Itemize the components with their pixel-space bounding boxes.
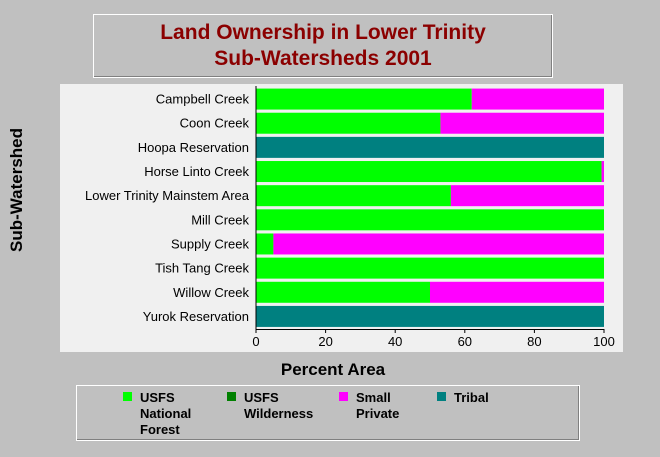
bar-segment bbox=[430, 281, 604, 303]
y-tick-label: Supply Creek bbox=[171, 236, 250, 251]
legend-swatch bbox=[123, 392, 132, 401]
bar-segment bbox=[256, 257, 604, 279]
x-tick-label: 20 bbox=[318, 334, 332, 349]
bar-segment bbox=[256, 185, 451, 207]
legend-swatch bbox=[437, 392, 446, 401]
legend-label: Tribal bbox=[454, 390, 489, 405]
x-tick-label: 80 bbox=[527, 334, 541, 349]
bar-segment bbox=[256, 233, 274, 255]
legend-swatch bbox=[339, 392, 348, 401]
chart-title-line-2: Sub-Watersheds 2001 bbox=[214, 47, 432, 70]
y-tick-label: Horse Linto Creek bbox=[144, 164, 249, 179]
x-tick-label: 100 bbox=[593, 334, 615, 349]
bar-segment bbox=[273, 233, 604, 255]
bar-segment bbox=[256, 305, 604, 327]
chart-title-box: Land Ownership in Lower Trinity Sub-Wate… bbox=[93, 14, 553, 78]
chart-title-line-1: Land Ownership in Lower Trinity bbox=[160, 21, 486, 44]
y-tick-label: Mill Creek bbox=[191, 212, 249, 227]
legend-label: Small Private bbox=[356, 390, 400, 421]
y-tick-label: Hoopa Reservation bbox=[138, 140, 249, 155]
y-axis-label-container: Sub-Watershed bbox=[2, 90, 32, 290]
x-tick-label: 60 bbox=[458, 334, 472, 349]
bar-segment bbox=[440, 112, 604, 134]
y-tick-label: Willow Creek bbox=[173, 285, 249, 300]
bar-segment bbox=[471, 88, 604, 110]
y-tick-label: Campbell Creek bbox=[156, 92, 250, 107]
x-tick-label: 40 bbox=[388, 334, 402, 349]
bar-segment bbox=[256, 136, 604, 158]
bar-segment bbox=[256, 161, 602, 183]
y-tick-label: Coon Creek bbox=[180, 116, 250, 131]
y-axis-label: Sub-Watershed bbox=[7, 127, 27, 253]
x-tick-label: 0 bbox=[252, 334, 259, 349]
bar-segment bbox=[256, 112, 441, 134]
bar-segment bbox=[601, 161, 604, 183]
x-axis-label: Percent Area bbox=[280, 360, 386, 379]
legend: USFS National Forest USFS Wilderness Sma… bbox=[76, 385, 580, 441]
y-tick-label: Tish Tang Creek bbox=[155, 261, 249, 276]
legend-swatch bbox=[227, 392, 236, 401]
legend-label: USFS Wilderness bbox=[244, 390, 314, 421]
bar-segment bbox=[256, 281, 430, 303]
y-tick-label: Yurok Reservation bbox=[143, 309, 249, 324]
bar-segment bbox=[256, 88, 472, 110]
y-tick-label: Lower Trinity Mainstem Area bbox=[85, 188, 250, 203]
legend-label: USFS National Forest bbox=[140, 390, 192, 437]
bar-segment bbox=[256, 209, 604, 231]
bar-segment bbox=[450, 185, 604, 207]
